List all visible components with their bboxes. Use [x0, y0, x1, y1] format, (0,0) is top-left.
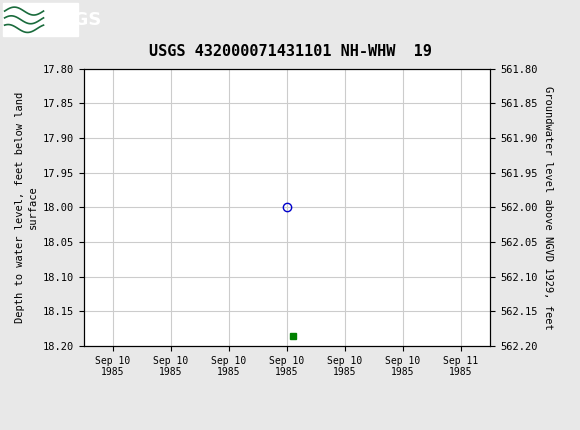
Bar [3, 3, 78, 37]
Text: USGS: USGS [46, 11, 102, 29]
Text: USGS 432000071431101 NH-WHW  19: USGS 432000071431101 NH-WHW 19 [148, 44, 432, 59]
Y-axis label: Depth to water level, feet below land
surface: Depth to water level, feet below land su… [15, 92, 38, 323]
Y-axis label: Groundwater level above NGVD 1929, feet: Groundwater level above NGVD 1929, feet [543, 86, 553, 329]
